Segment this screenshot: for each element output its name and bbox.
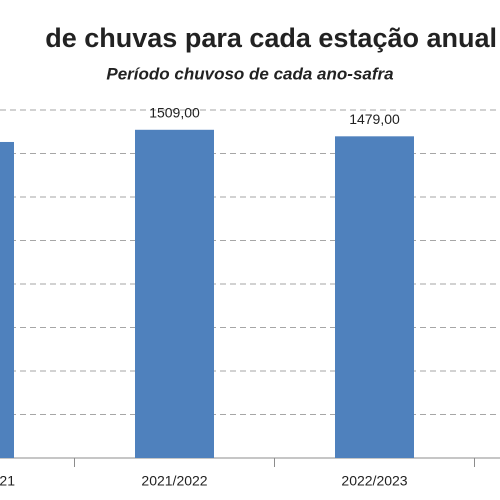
bar bbox=[335, 136, 414, 458]
x-tick-label: 21 bbox=[0, 473, 15, 489]
value-label: 1479,00 bbox=[349, 111, 400, 127]
value-label: 1509,00 bbox=[149, 104, 200, 120]
bar bbox=[0, 141, 14, 458]
x-tick-label: 2021/2022 bbox=[141, 473, 207, 489]
chart-subtitle: Período chuvoso de cada ano-safra bbox=[106, 64, 393, 83]
bar bbox=[135, 129, 214, 459]
x-tick-label: 2022/2023 bbox=[341, 473, 407, 489]
chart-title: de chuvas para cada estação anual bbox=[45, 23, 497, 53]
